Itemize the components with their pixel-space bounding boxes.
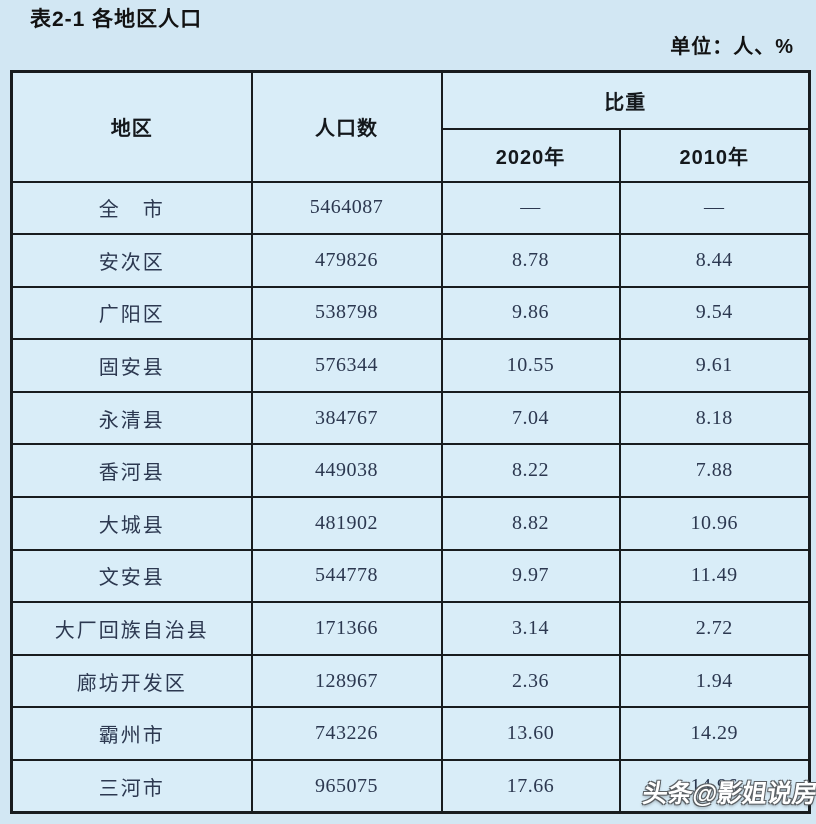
table-row: 永清县 384767 7.04 8.18 [10, 390, 811, 446]
table-body: 全 市 5464087 — — 安次区 479826 8.78 8.44 广阳区… [10, 180, 811, 814]
share-2020-cell: 8.78 [440, 233, 621, 288]
region-cell: 霸州市 [10, 706, 253, 762]
population-cell: 128967 [250, 653, 443, 709]
population-cell: 538798 [250, 285, 443, 341]
watermark-badge: 头条@影姐说房 [640, 780, 816, 808]
region-cell: 永清县 [10, 390, 253, 446]
table-row: 三河市 965075 17.66 14.96 [10, 759, 811, 814]
region-cell: 全 市 [10, 180, 253, 236]
share-2020-cell: 17.66 [440, 759, 621, 814]
table-row: 安次区 479826 8.78 8.44 [10, 233, 811, 288]
table-row: 廊坊开发区 128967 2.36 1.94 [10, 653, 811, 709]
share-2020-cell: 9.86 [440, 285, 621, 341]
table-row: 大厂回族自治县 171366 3.14 2.72 [10, 601, 811, 656]
region-cell: 大城县 [10, 496, 253, 551]
population-cell: 479826 [250, 233, 443, 288]
header-year-2010: 2010年 [618, 127, 811, 183]
table-row: 大城县 481902 8.82 10.96 [10, 496, 811, 551]
header-year-2020: 2020年 [440, 127, 621, 183]
region-cell: 大厂回族自治县 [10, 601, 253, 656]
share-2010-cell: 7.88 [618, 443, 811, 499]
population-cell: 449038 [250, 443, 443, 499]
region-cell: 廊坊开发区 [10, 653, 253, 709]
share-2020-cell: 9.97 [440, 548, 621, 604]
population-table: 地区 人口数 比重 2020年 2010年 全 市 5464087 — — 安次… [10, 70, 811, 815]
population-cell: 743226 [250, 706, 443, 762]
table-row: 文安县 544778 9.97 11.49 [10, 548, 811, 604]
share-2010-cell: 9.61 [618, 338, 811, 393]
header-proportion: 比重 [440, 70, 811, 130]
table-header: 地区 人口数 比重 2020年 2010年 [10, 70, 811, 183]
unit-label: 单位：人、% [670, 36, 794, 58]
table-row: 广阳区 538798 9.86 9.54 [10, 285, 811, 341]
share-2010-cell: 14.96 [618, 759, 811, 814]
share-2010-cell: 2.72 [618, 601, 811, 656]
page-title: 表2-1 各地区人口 [30, 8, 203, 31]
share-2020-cell: 2.36 [440, 653, 621, 709]
share-2020-cell: 10.55 [440, 338, 621, 393]
table-row: 全 市 5464087 — — [10, 180, 811, 236]
region-cell: 香河县 [10, 443, 253, 499]
population-cell: 576344 [250, 338, 443, 393]
share-2010-cell: 14.29 [618, 706, 811, 762]
population-cell: 384767 [250, 390, 443, 446]
table-row: 固安县 576344 10.55 9.61 [10, 338, 811, 393]
share-2010-cell: 1.94 [618, 653, 811, 709]
region-cell: 文安县 [10, 548, 253, 604]
population-cell: 544778 [250, 548, 443, 604]
share-2010-cell: — [618, 180, 811, 236]
share-2020-cell: 8.22 [440, 443, 621, 499]
share-2020-cell: 8.82 [440, 496, 621, 551]
region-cell: 广阳区 [10, 285, 253, 341]
share-2010-cell: 8.44 [618, 233, 811, 288]
share-2010-cell: 10.96 [618, 496, 811, 551]
share-2010-cell: 9.54 [618, 285, 811, 341]
share-2010-cell: 8.18 [618, 390, 811, 446]
header-region: 地区 [10, 70, 253, 183]
region-cell: 固安县 [10, 338, 253, 393]
population-cell: 171366 [250, 601, 443, 656]
table-row: 香河县 449038 8.22 7.88 [10, 443, 811, 499]
share-2020-cell: 13.60 [440, 706, 621, 762]
population-cell: 481902 [250, 496, 443, 551]
share-2010-cell: 11.49 [618, 548, 811, 604]
region-cell: 三河市 [10, 759, 253, 814]
share-2020-cell: 3.14 [440, 601, 621, 656]
population-cell: 5464087 [250, 180, 443, 236]
population-cell: 965075 [250, 759, 443, 814]
table-row: 霸州市 743226 13.60 14.29 [10, 706, 811, 762]
header-population: 人口数 [250, 70, 443, 183]
share-2020-cell: 7.04 [440, 390, 621, 446]
share-2020-cell: — [440, 180, 621, 236]
region-cell: 安次区 [10, 233, 253, 288]
